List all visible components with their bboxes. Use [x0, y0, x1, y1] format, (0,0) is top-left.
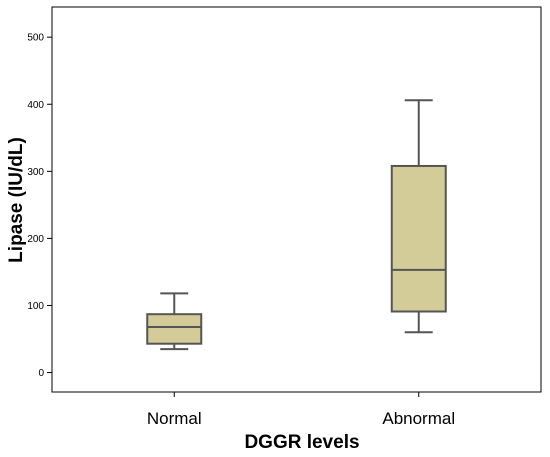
y-axis: 0 100 200 300 400 500 [27, 33, 52, 379]
y-tick-label-500: 500 [27, 33, 44, 44]
y-axis-title: Lipase (IU/dL) [6, 137, 27, 263]
x-category-label-abnormal: Abnormal [382, 409, 455, 428]
y-tick-label-300: 300 [27, 167, 44, 178]
x-axis-title: DGGR levels [244, 432, 359, 453]
y-tick-label-100: 100 [27, 301, 44, 312]
normal-box [146, 313, 203, 345]
plot-frame [51, 6, 542, 393]
y-tick-label-0: 0 [38, 368, 44, 379]
y-tick-label-200: 200 [27, 234, 44, 245]
boxes-group [146, 99, 447, 351]
x-axis: Normal Abnormal [147, 392, 455, 428]
y-tick-label-400: 400 [27, 100, 44, 111]
x-category-label-normal: Normal [147, 409, 202, 428]
abnormal-box [390, 164, 447, 313]
